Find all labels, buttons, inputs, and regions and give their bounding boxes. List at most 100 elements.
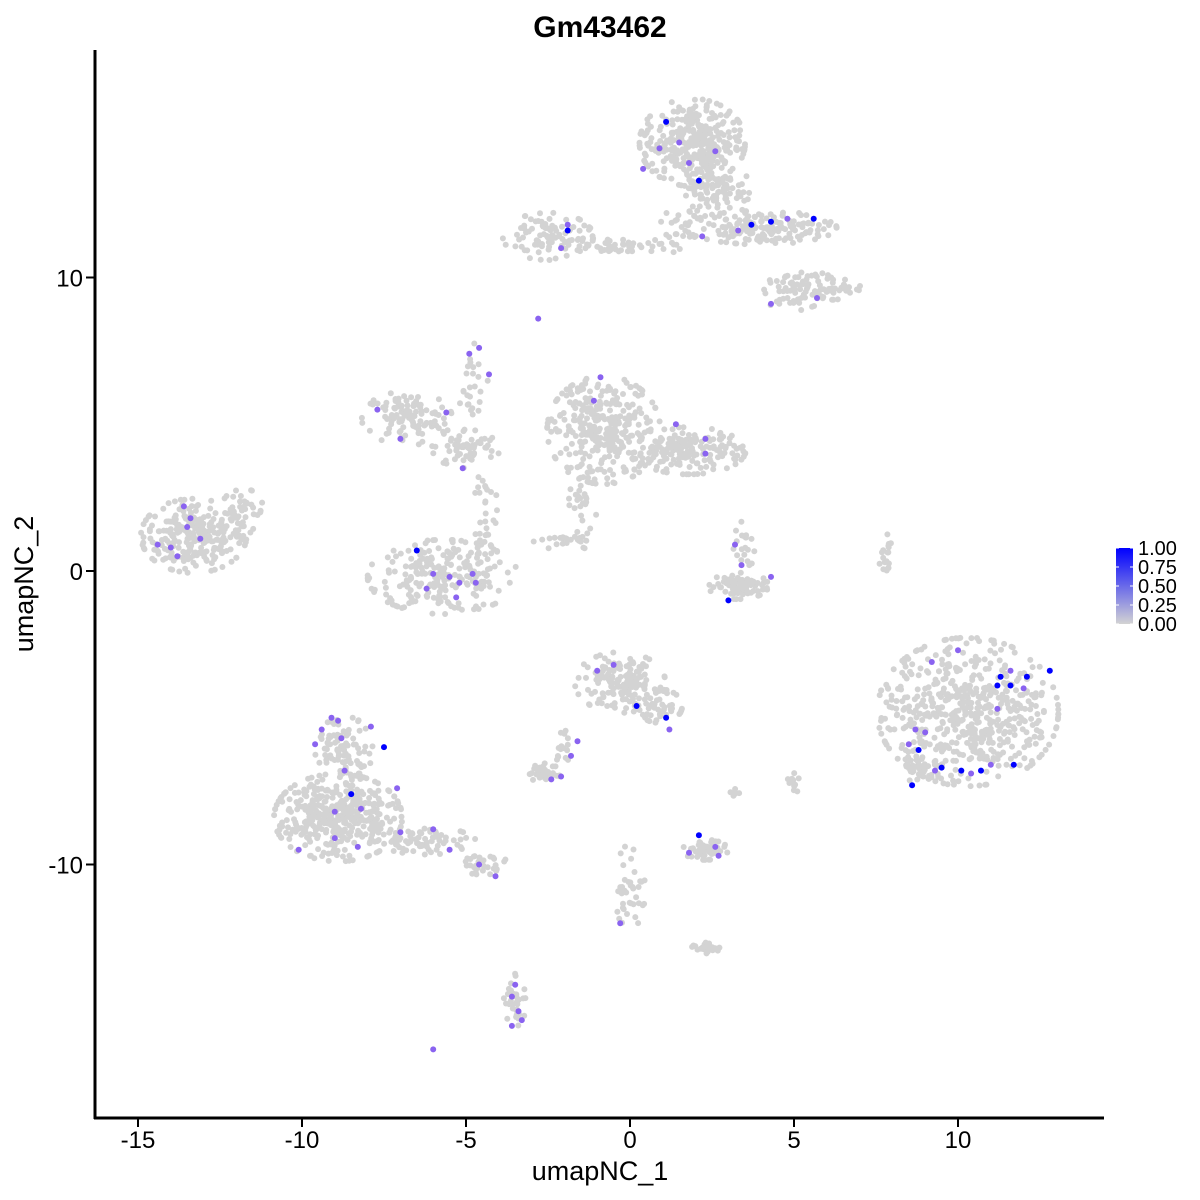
cell-point [684,448,691,455]
cell-point [386,425,393,432]
expressed-cell-point [558,245,565,252]
cell-point [477,519,484,526]
cell-point [689,203,696,210]
cell-point [285,824,291,831]
cell-point [686,464,693,470]
cell-point [512,563,519,570]
cell-point [704,843,711,850]
cell-point [730,586,736,593]
cell-point [668,175,675,182]
cell-point [594,243,601,250]
cell-point [990,685,997,692]
cell-point [634,430,641,437]
cell-point [798,269,805,276]
cell-point [982,781,989,788]
cell-point [311,786,318,793]
cell-point [728,576,735,583]
cell-point [959,716,966,723]
cell-point [375,787,382,794]
cell-point [283,829,290,836]
cell-point [894,755,901,762]
cell-point [470,364,477,371]
cell-point [481,538,488,545]
cell-point [576,227,583,234]
cell-point [191,549,198,556]
cell-point [457,828,464,835]
cell-point [909,769,916,776]
cell-point [283,817,290,824]
cell-point [480,862,487,869]
cell-point [1042,746,1049,753]
expressed-cell-point [932,767,938,774]
cell-point [635,920,642,927]
cell-point [975,699,981,706]
cell-point [405,547,412,554]
cell-point [660,246,667,252]
cell-point [876,724,883,731]
cell-point [156,528,163,535]
cell-point [325,741,332,748]
cell-point [620,407,627,414]
cell-point [970,672,977,679]
cell-point [1039,679,1046,686]
cell-point [727,789,734,796]
cell-point [998,646,1004,653]
cell-point [629,450,636,456]
cell-point [457,844,464,851]
cell-point [732,790,738,797]
cell-point [566,399,573,406]
expressed-cell-point [610,661,617,668]
cell-point [364,853,371,860]
cell-point [440,583,447,590]
x-axis-title: umapNC_1 [532,1156,669,1186]
cell-point [230,493,237,500]
cell-point [929,703,936,710]
cell-point [472,531,479,538]
cell-point [395,399,402,406]
cell-point [659,449,665,456]
cell-point [705,856,712,863]
cell-point [439,404,446,411]
cell-point [388,597,395,604]
cell-point [974,705,981,712]
cell-point [318,826,325,833]
cell-point [1018,705,1025,711]
expressed-cell-point [938,764,945,771]
cell-point [704,140,711,147]
cell-point [982,666,989,672]
cell-point [960,649,966,656]
cell-point [584,415,590,422]
cell-point [539,536,546,543]
cell-point [512,972,519,979]
cell-point [138,529,145,536]
cell-point [229,504,236,511]
cell-point [932,778,939,785]
cell-point [729,165,736,172]
cell-point [484,377,491,384]
cell-point [276,822,283,829]
cell-point [146,512,153,519]
cell-point [530,538,537,545]
cell-point [365,817,372,823]
cell-point [272,806,279,812]
cell-point [952,726,959,733]
cell-point [792,274,799,281]
cell-point [218,537,225,543]
cell-point [574,388,581,395]
cell-point [333,852,340,859]
cell-point [588,690,595,697]
cell-point [990,637,997,644]
cell-point [450,545,457,552]
cell-point [561,416,568,423]
cell-point [231,514,238,521]
cell-point [808,272,815,279]
cell-point [938,704,945,711]
cell-point [686,233,693,240]
cell-point [964,739,971,746]
cell-point [631,412,638,418]
cell-point [581,222,588,229]
cell-point [1003,761,1010,768]
x-tick-label: -5 [455,1127,476,1154]
cell-point [366,427,373,434]
cell-point [518,225,524,231]
